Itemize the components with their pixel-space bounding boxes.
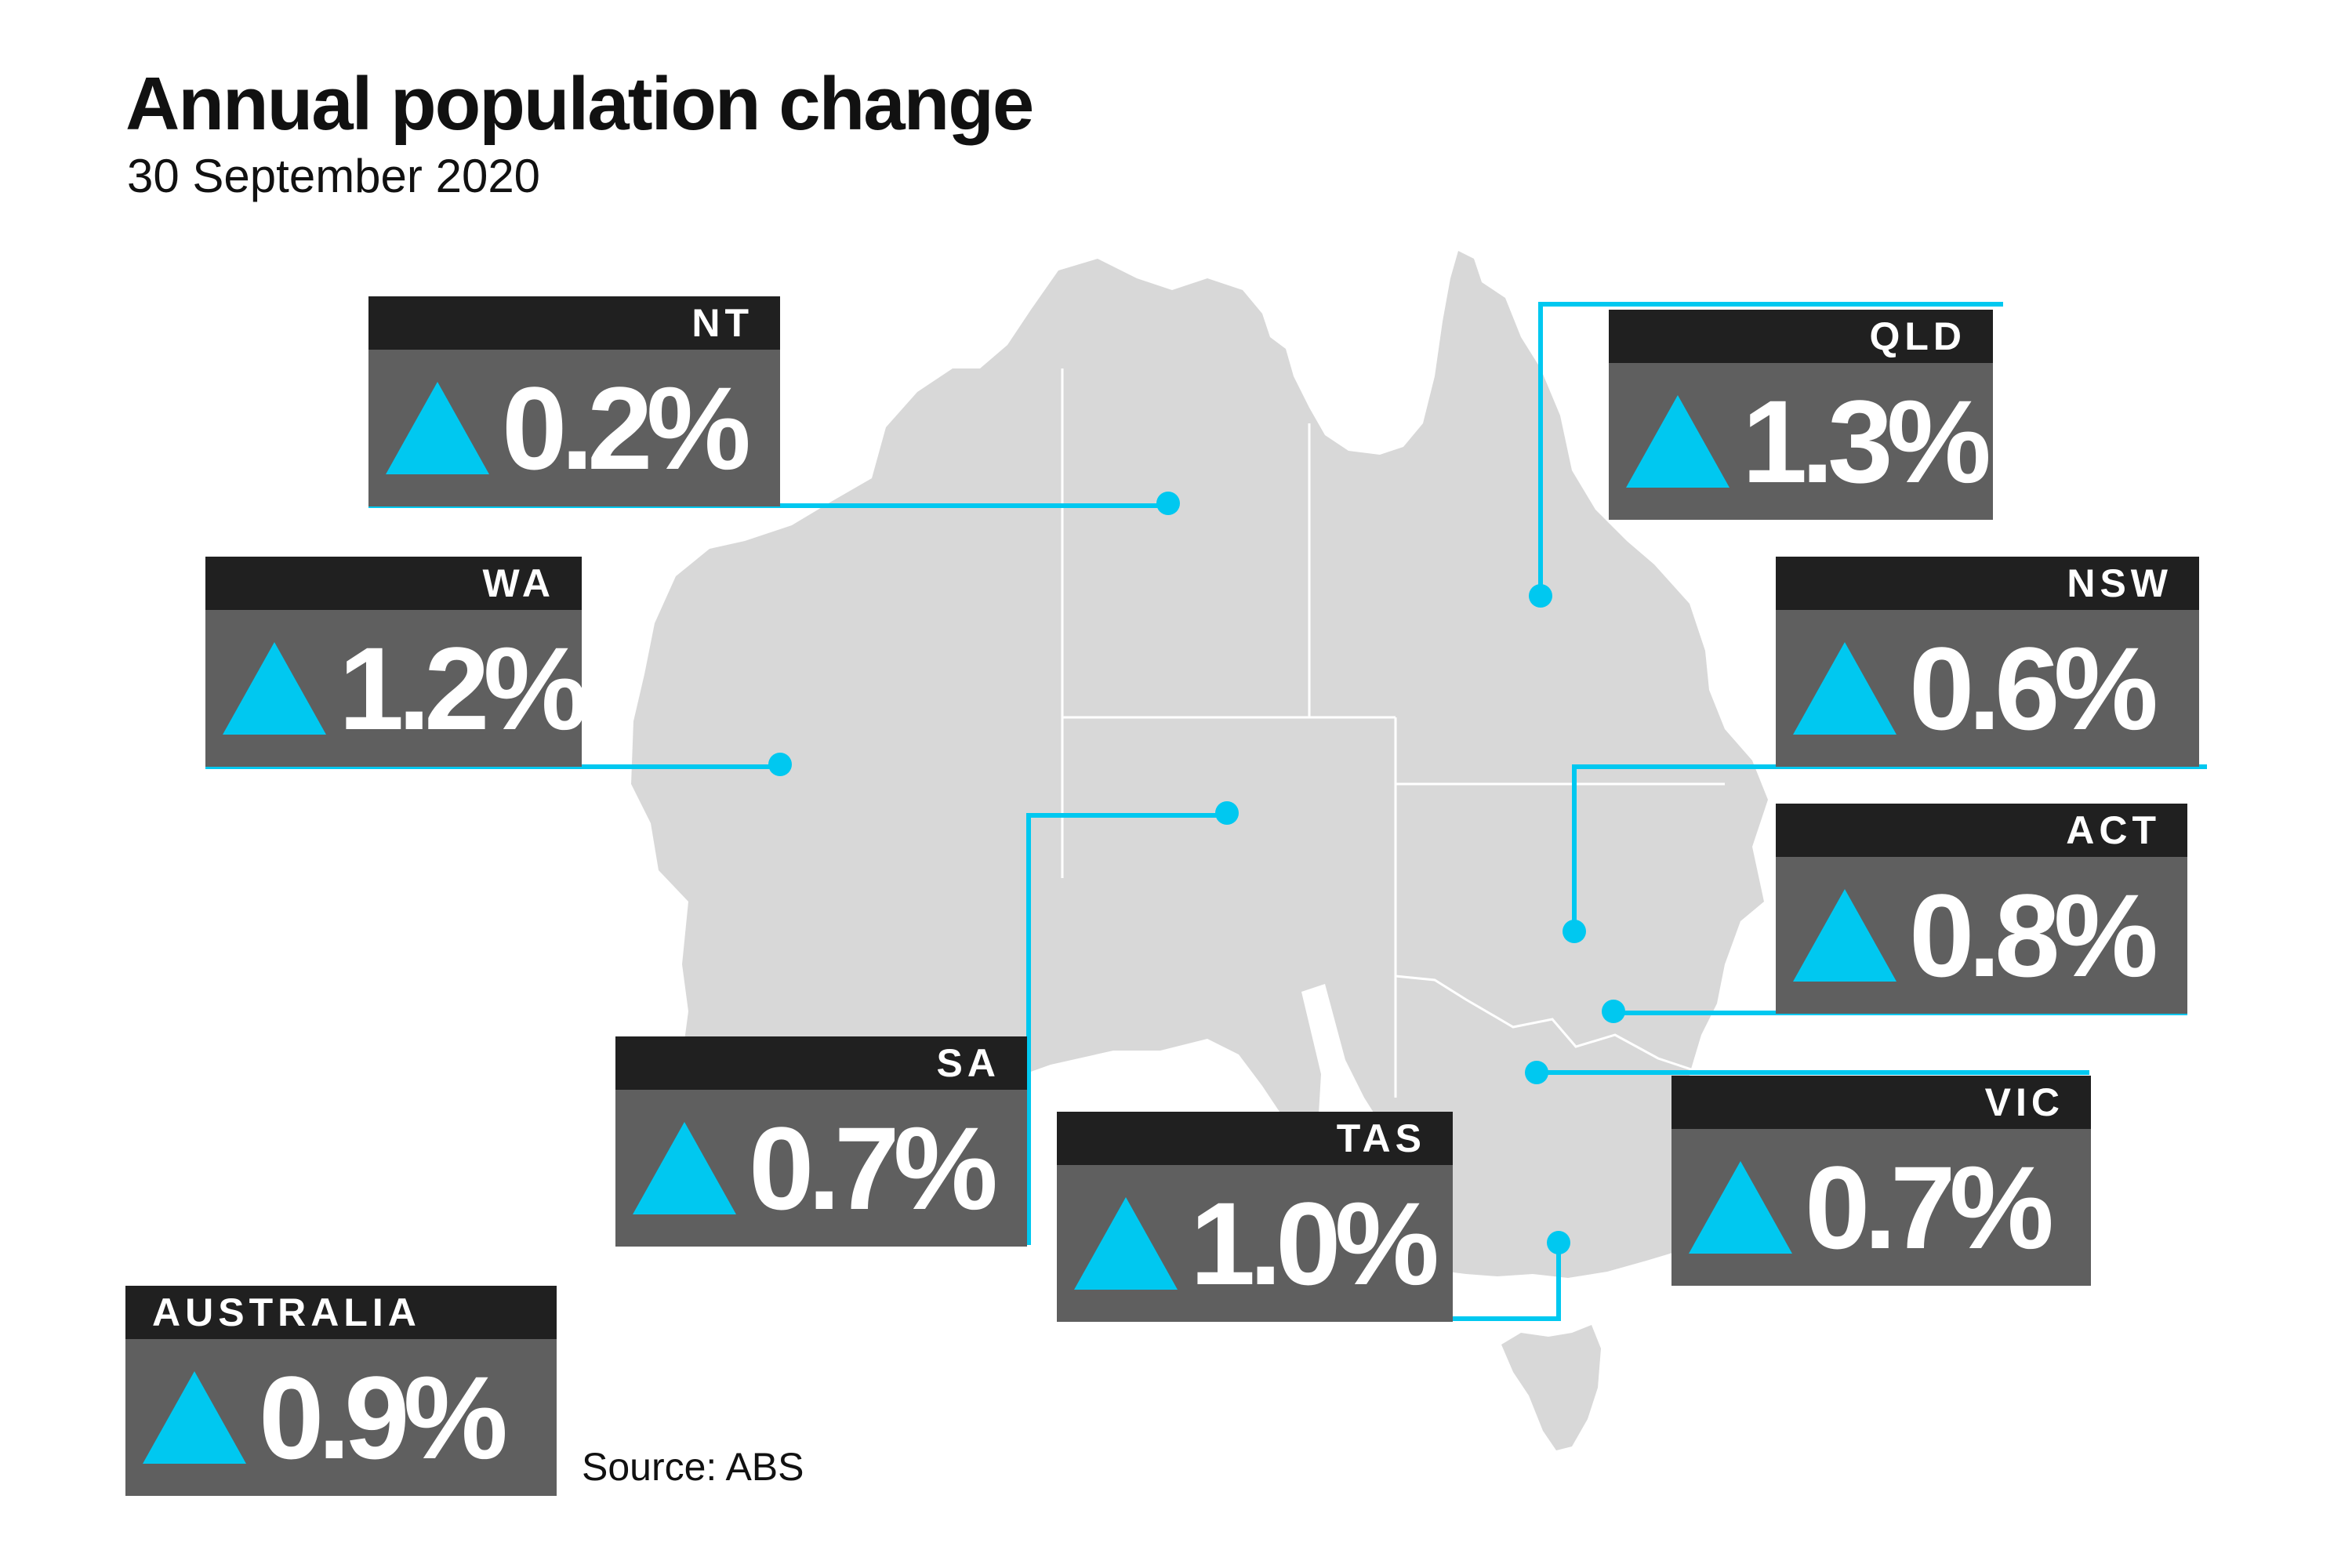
up-triangle-icon [143, 1371, 246, 1464]
up-triangle-icon [1626, 395, 1730, 488]
dot-wa [768, 753, 792, 776]
dot-tas [1547, 1231, 1570, 1254]
card-australia-label: AUSTRALIA [125, 1286, 557, 1339]
card-nt-value: 0.2% [502, 362, 751, 494]
card-nt: NT 0.2% [368, 296, 780, 506]
card-sa-value: 0.7% [749, 1102, 998, 1234]
dot-act [1602, 1000, 1625, 1023]
card-sa: SA 0.7% [615, 1036, 1027, 1247]
up-triangle-icon [633, 1122, 736, 1214]
dot-qld [1529, 584, 1552, 608]
card-tas-label: TAS [1057, 1112, 1453, 1165]
card-tas: TAS 1.0% [1057, 1112, 1453, 1322]
card-qld: QLD 1.3% [1609, 310, 1993, 520]
dot-nt [1156, 492, 1180, 515]
up-triangle-icon [1074, 1197, 1178, 1290]
leader-line-qld [1538, 302, 2003, 596]
card-qld-value: 1.3% [1742, 376, 1991, 507]
card-act-value: 0.8% [1909, 869, 2158, 1001]
card-nsw-label: NSW [1776, 557, 2199, 610]
card-act: ACT 0.8% [1776, 804, 2187, 1014]
card-sa-label: SA [615, 1036, 1027, 1090]
chart-subtitle: 30 September 2020 [127, 150, 541, 202]
card-qld-label: QLD [1609, 310, 1993, 363]
card-act-label: ACT [1776, 804, 2187, 857]
leader-dots [768, 492, 1625, 1254]
up-triangle-icon [1689, 1161, 1792, 1254]
card-nsw-value: 0.6% [1909, 622, 2158, 754]
up-triangle-icon [386, 382, 489, 474]
up-triangle-icon [1793, 642, 1896, 735]
card-vic-value: 0.7% [1805, 1142, 2054, 1273]
up-triangle-icon [1793, 889, 1896, 982]
card-australia-value: 0.9% [259, 1352, 508, 1483]
source-note: Source: ABS [582, 1445, 804, 1489]
tasmania-land [1501, 1325, 1601, 1450]
card-wa-label: WA [205, 557, 582, 610]
card-nsw: NSW 0.6% [1776, 557, 2199, 767]
card-wa: WA 1.2% [205, 557, 588, 767]
up-triangle-icon [223, 642, 326, 735]
card-vic-label: VIC [1671, 1076, 2091, 1129]
card-tas-value: 1.0% [1190, 1178, 1439, 1309]
leader-line-sa [1026, 813, 1227, 1245]
card-wa-value: 1.2% [339, 622, 588, 754]
card-australia: AUSTRALIA 0.9% [125, 1286, 557, 1496]
dot-sa [1215, 801, 1239, 825]
dot-vic [1525, 1061, 1548, 1084]
dot-nsw [1563, 920, 1586, 943]
card-vic: VIC 0.7% [1671, 1076, 2091, 1286]
card-nt-label: NT [368, 296, 780, 350]
leader-line-nsw [1572, 764, 2207, 933]
chart-title: Annual population change [125, 62, 1034, 146]
state-borders [1061, 368, 1725, 1098]
